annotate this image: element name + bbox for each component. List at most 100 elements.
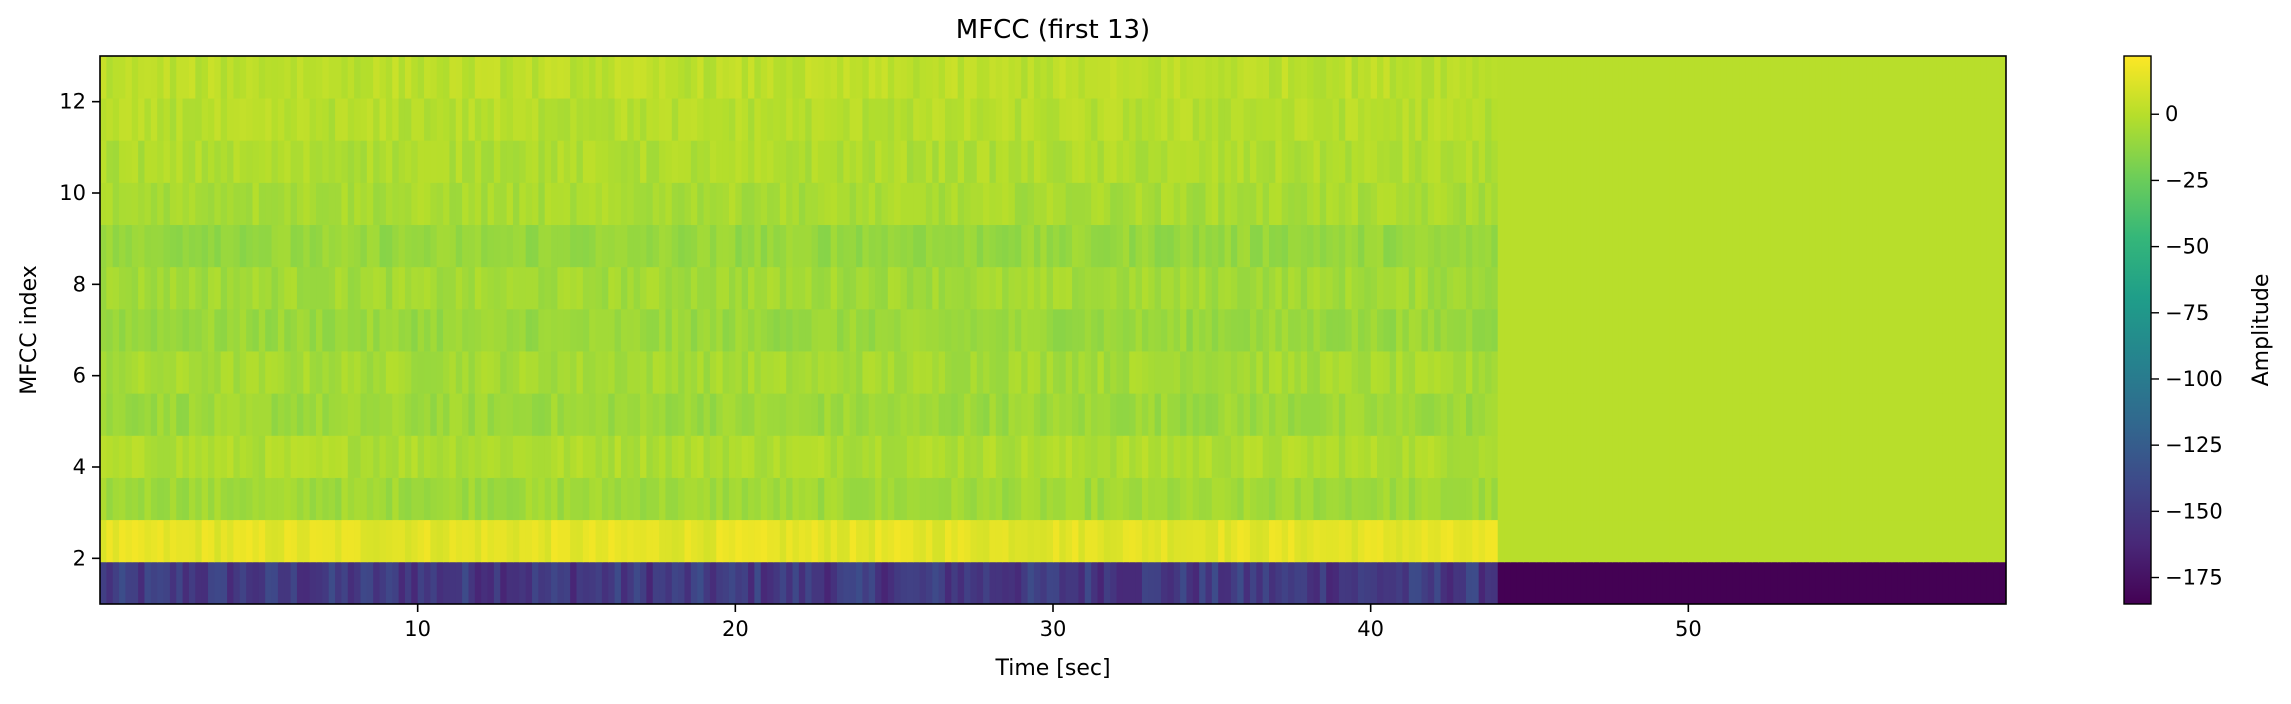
heatmap-cell (1878, 182, 1886, 226)
heatmap-cell (208, 140, 215, 183)
heatmap-cell (150, 393, 158, 436)
heatmap-cell (214, 351, 222, 394)
heatmap-cell (1141, 308, 1149, 352)
heatmap-cell (309, 351, 317, 394)
heatmap-cell (1421, 308, 1429, 352)
heatmap-cell (1249, 266, 1257, 310)
heatmap-cell (728, 182, 736, 226)
heatmap-cell (1599, 435, 1607, 478)
heatmap-cell (1345, 435, 1353, 478)
heatmap-cell (1402, 477, 1410, 521)
heatmap-cell (1828, 56, 1836, 99)
heatmap-cell (964, 98, 971, 141)
heatmap-cell (906, 308, 914, 352)
heatmap-cell (106, 351, 114, 394)
heatmap-cell (373, 98, 381, 141)
heatmap-cell (862, 308, 870, 352)
heatmap-cell (989, 56, 997, 99)
heatmap-cell (119, 98, 127, 141)
heatmap-cell (1434, 561, 1442, 604)
heatmap-cell (404, 224, 412, 268)
heatmap-cell (449, 351, 457, 394)
heatmap-cell (1186, 308, 1194, 352)
heatmap-cell (417, 477, 425, 521)
heatmap-cell (417, 393, 425, 436)
heatmap-cell (493, 56, 501, 99)
heatmap-cell (195, 308, 203, 352)
heatmap-cell (1491, 435, 1499, 478)
heatmap-cell (252, 351, 260, 394)
heatmap-cell (862, 224, 870, 268)
heatmap-cell (1821, 435, 1829, 478)
heatmap-cell (1167, 435, 1175, 478)
heatmap-cell (398, 435, 406, 478)
heatmap-cell (1516, 393, 1524, 436)
heatmap-cell (843, 266, 851, 310)
heatmap-cell (157, 308, 165, 352)
heatmap-cell (1612, 393, 1620, 436)
heatmap-cell (620, 351, 628, 394)
heatmap-cell (1357, 393, 1365, 436)
heatmap-cell (493, 182, 501, 226)
heatmap-cell (1332, 561, 1340, 604)
heatmap-cell (1745, 224, 1753, 268)
heatmap-cell (665, 393, 673, 436)
heatmap-cell (411, 477, 419, 521)
heatmap-cell (570, 98, 578, 141)
heatmap-cell (1586, 519, 1594, 563)
heatmap-cell (881, 561, 889, 604)
heatmap-cell (1789, 561, 1797, 604)
heatmap-cell (716, 561, 724, 604)
heatmap-cell (462, 561, 470, 604)
heatmap-cell (271, 308, 279, 352)
heatmap-cell (875, 351, 883, 394)
heatmap-cell (1872, 351, 1880, 394)
heatmap-cell (392, 477, 400, 521)
heatmap-cell (1097, 351, 1105, 394)
heatmap-cell (455, 182, 463, 226)
heatmap-cell (271, 266, 279, 310)
heatmap-cell (1148, 561, 1156, 604)
heatmap-cell (1084, 140, 1092, 183)
heatmap-cell (1122, 351, 1130, 394)
heatmap-cell (716, 98, 724, 141)
heatmap-cell (1631, 182, 1639, 226)
heatmap-cell (767, 182, 775, 226)
heatmap-cell (1948, 351, 1956, 394)
heatmap-cell (1021, 140, 1029, 183)
heatmap-cell (1313, 98, 1321, 141)
heatmap-cell (1802, 56, 1810, 99)
heatmap-cell (1326, 435, 1334, 478)
heatmap-cell (1383, 308, 1391, 352)
heatmap-cell (614, 224, 622, 268)
heatmap-cell (354, 56, 362, 99)
heatmap-cell (1313, 308, 1321, 352)
heatmap-cell (1097, 224, 1105, 268)
heatmap-cell (188, 435, 196, 478)
heatmap-cell (1230, 56, 1238, 99)
heatmap-cell (1847, 561, 1855, 604)
heatmap-cell (1573, 519, 1581, 563)
heatmap-cell (1948, 435, 1956, 478)
heatmap-cell (1491, 98, 1499, 141)
heatmap-cell (1453, 477, 1461, 521)
heatmap-cell (1593, 351, 1600, 394)
heatmap-cell (1821, 182, 1829, 226)
heatmap-cell (341, 561, 349, 604)
heatmap-cell (1707, 266, 1715, 310)
heatmap-cell (1161, 308, 1168, 352)
heatmap-cell (1281, 224, 1289, 268)
heatmap-cell (1186, 519, 1194, 563)
heatmap-cell (595, 98, 603, 141)
heatmap-cell (551, 98, 559, 141)
heatmap-cell (214, 308, 222, 352)
heatmap-cell (957, 435, 965, 478)
heatmap-cell (862, 266, 870, 310)
heatmap-cell (1713, 519, 1721, 563)
heatmap-cell (1847, 477, 1855, 521)
heatmap-cell (411, 435, 419, 478)
heatmap-cell (316, 266, 323, 310)
heatmap-cell (366, 477, 374, 521)
heatmap-cell (1497, 435, 1505, 478)
heatmap-cell (296, 477, 304, 521)
